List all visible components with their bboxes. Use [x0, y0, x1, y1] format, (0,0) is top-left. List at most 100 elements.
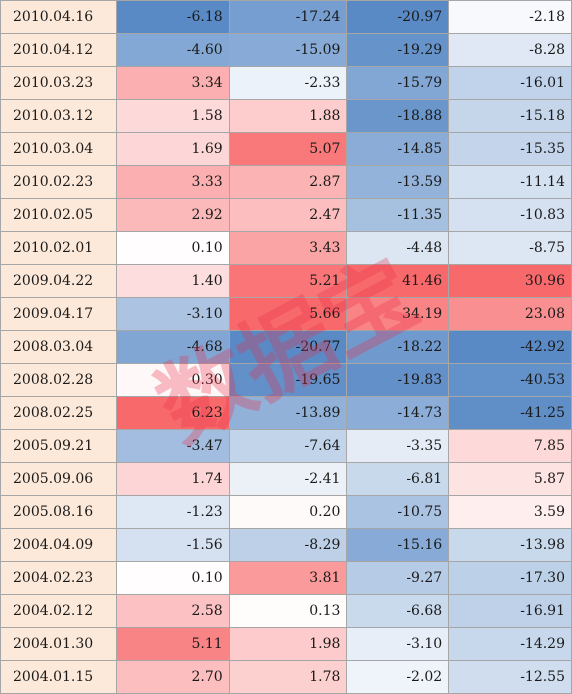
value-cell[interactable]: 0.10	[115, 231, 230, 265]
value-cell[interactable]: -4.68	[115, 330, 230, 364]
date-cell[interactable]: 2010.02.01	[0, 231, 117, 265]
value-cell[interactable]: -15.16	[346, 528, 450, 562]
value-cell[interactable]: -2.33	[228, 66, 348, 100]
value-cell[interactable]: 2.87	[228, 165, 348, 199]
date-cell[interactable]: 2010.03.12	[0, 99, 117, 133]
value-cell[interactable]: 30.96	[448, 264, 572, 298]
value-cell[interactable]: 5.11	[115, 627, 230, 661]
value-cell[interactable]: -1.56	[115, 528, 230, 562]
date-cell[interactable]: 2010.04.12	[0, 33, 117, 67]
value-cell[interactable]: -9.27	[346, 561, 450, 595]
value-cell[interactable]: 3.81	[228, 561, 348, 595]
value-cell[interactable]: -8.75	[448, 231, 572, 265]
value-cell[interactable]: -6.68	[346, 594, 450, 628]
value-cell[interactable]: 1.58	[115, 99, 230, 133]
value-cell[interactable]: 2.70	[115, 660, 230, 694]
value-cell[interactable]: 5.07	[228, 132, 348, 166]
date-cell[interactable]: 2010.04.16	[0, 0, 117, 34]
value-cell[interactable]: -10.83	[448, 198, 572, 232]
value-cell[interactable]: 5.66	[228, 297, 348, 331]
value-cell[interactable]: -2.02	[346, 660, 450, 694]
value-cell[interactable]: -3.47	[115, 429, 230, 463]
value-cell[interactable]: -17.30	[448, 561, 572, 595]
value-cell[interactable]: 6.23	[115, 396, 230, 430]
value-cell[interactable]: -4.60	[115, 33, 230, 67]
value-cell[interactable]: -17.24	[228, 0, 348, 34]
value-cell[interactable]: 3.43	[228, 231, 348, 265]
value-cell[interactable]: -15.18	[448, 99, 572, 133]
value-cell[interactable]: -3.10	[346, 627, 450, 661]
value-cell[interactable]: -20.97	[346, 0, 450, 34]
value-cell[interactable]: 7.85	[448, 429, 572, 463]
value-cell[interactable]: -3.35	[346, 429, 450, 463]
value-cell[interactable]: -15.79	[346, 66, 450, 100]
date-cell[interactable]: 2005.09.06	[0, 462, 117, 496]
date-cell[interactable]: 2010.02.23	[0, 165, 117, 199]
value-cell[interactable]: 3.34	[115, 66, 230, 100]
value-cell[interactable]: -4.48	[346, 231, 450, 265]
date-cell[interactable]: 2004.01.30	[0, 627, 117, 661]
value-cell[interactable]: -16.01	[448, 66, 572, 100]
value-cell[interactable]: -14.85	[346, 132, 450, 166]
value-cell[interactable]: -19.83	[346, 363, 450, 397]
value-cell[interactable]: 1.74	[115, 462, 230, 496]
date-cell[interactable]: 2004.04.09	[0, 528, 117, 562]
value-cell[interactable]: -8.29	[228, 528, 348, 562]
value-cell[interactable]: -42.92	[448, 330, 572, 364]
value-cell[interactable]: -13.89	[228, 396, 348, 430]
value-cell[interactable]: 3.59	[448, 495, 572, 529]
value-cell[interactable]: -12.55	[448, 660, 572, 694]
value-cell[interactable]: -10.75	[346, 495, 450, 529]
value-cell[interactable]: 0.13	[228, 594, 348, 628]
date-cell[interactable]: 2005.09.21	[0, 429, 117, 463]
value-cell[interactable]: -19.65	[228, 363, 348, 397]
value-cell[interactable]: -15.09	[228, 33, 348, 67]
date-cell[interactable]: 2004.01.15	[0, 660, 117, 694]
value-cell[interactable]: -15.35	[448, 132, 572, 166]
value-cell[interactable]: 0.10	[115, 561, 230, 595]
date-cell[interactable]: 2008.02.28	[0, 363, 117, 397]
value-cell[interactable]: -41.25	[448, 396, 572, 430]
value-cell[interactable]: -14.29	[448, 627, 572, 661]
value-cell[interactable]: -11.14	[448, 165, 572, 199]
date-cell[interactable]: 2009.04.22	[0, 264, 117, 298]
date-cell[interactable]: 2008.02.25	[0, 396, 117, 430]
value-cell[interactable]: -7.64	[228, 429, 348, 463]
value-cell[interactable]: -13.59	[346, 165, 450, 199]
value-cell[interactable]: 0.20	[228, 495, 348, 529]
value-cell[interactable]: -20.77	[228, 330, 348, 364]
date-cell[interactable]: 2010.03.23	[0, 66, 117, 100]
date-cell[interactable]: 2005.08.16	[0, 495, 117, 529]
value-cell[interactable]: 5.87	[448, 462, 572, 496]
value-cell[interactable]: 1.88	[228, 99, 348, 133]
value-cell[interactable]: 2.92	[115, 198, 230, 232]
value-cell[interactable]: 0.30	[115, 363, 230, 397]
value-cell[interactable]: -16.91	[448, 594, 572, 628]
value-cell[interactable]: 2.58	[115, 594, 230, 628]
date-cell[interactable]: 2010.02.05	[0, 198, 117, 232]
value-cell[interactable]: 1.78	[228, 660, 348, 694]
value-cell[interactable]: -2.18	[448, 0, 572, 34]
value-cell[interactable]: 5.21	[228, 264, 348, 298]
value-cell[interactable]: -14.73	[346, 396, 450, 430]
date-cell[interactable]: 2009.04.17	[0, 297, 117, 331]
value-cell[interactable]: 34.19	[346, 297, 450, 331]
date-cell[interactable]: 2004.02.12	[0, 594, 117, 628]
value-cell[interactable]: -1.23	[115, 495, 230, 529]
value-cell[interactable]: -6.81	[346, 462, 450, 496]
value-cell[interactable]: -19.29	[346, 33, 450, 67]
value-cell[interactable]: -18.88	[346, 99, 450, 133]
value-cell[interactable]: -13.98	[448, 528, 572, 562]
value-cell[interactable]: -8.28	[448, 33, 572, 67]
date-cell[interactable]: 2010.03.04	[0, 132, 117, 166]
value-cell[interactable]: -6.18	[115, 0, 230, 34]
date-cell[interactable]: 2004.02.23	[0, 561, 117, 595]
value-cell[interactable]: 2.47	[228, 198, 348, 232]
value-cell[interactable]: -18.22	[346, 330, 450, 364]
value-cell[interactable]: -2.41	[228, 462, 348, 496]
value-cell[interactable]: 3.33	[115, 165, 230, 199]
value-cell[interactable]: 1.69	[115, 132, 230, 166]
value-cell[interactable]: 1.98	[228, 627, 348, 661]
value-cell[interactable]: -3.10	[115, 297, 230, 331]
value-cell[interactable]: 23.08	[448, 297, 572, 331]
